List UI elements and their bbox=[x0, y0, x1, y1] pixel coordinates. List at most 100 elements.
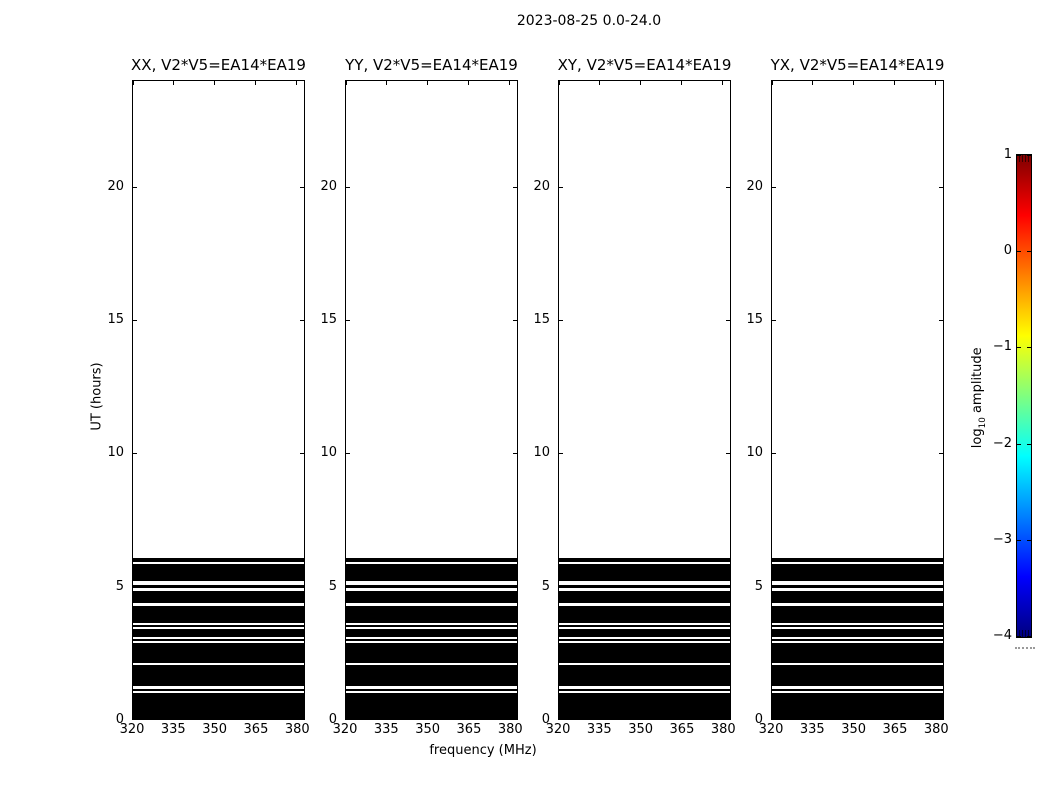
colorbar-tick-mark-right bbox=[1027, 443, 1031, 445]
x-tick-label: 365 bbox=[882, 722, 908, 737]
data-gap-row bbox=[133, 561, 304, 564]
colorbar-label-suffix: amplitude bbox=[970, 347, 986, 418]
y-tick-label: 0 bbox=[754, 712, 763, 727]
y-tick-mark-right bbox=[300, 585, 304, 587]
data-gap-row bbox=[559, 662, 730, 665]
colorbar-tick-label: −2 bbox=[992, 435, 1012, 451]
x-tick-mark-top bbox=[345, 81, 347, 85]
y-tick-label: 0 bbox=[541, 712, 550, 727]
data-gap-row bbox=[559, 690, 730, 693]
colorbar-label-prefix: log bbox=[970, 428, 986, 449]
colorbar-tick-mark-left bbox=[1017, 443, 1021, 445]
data-gap-row bbox=[133, 662, 304, 665]
y-tick-mark-left bbox=[772, 186, 776, 188]
data-gap-row bbox=[772, 662, 943, 665]
x-tick-label: 365 bbox=[669, 722, 695, 737]
panel-title: XX, V2*V5=EA14*EA19 bbox=[131, 56, 306, 74]
x-tick-label: 380 bbox=[923, 722, 949, 737]
colorbar-tick-mark-left bbox=[1017, 155, 1021, 156]
y-tick-label: 5 bbox=[754, 578, 763, 594]
data-gap-row bbox=[133, 690, 304, 693]
data-gap-row bbox=[346, 622, 517, 626]
panel-axes bbox=[132, 80, 305, 720]
y-tick-mark-left bbox=[772, 585, 776, 587]
y-tick-mark-left bbox=[346, 319, 350, 321]
data-gap-row bbox=[559, 622, 730, 626]
colorbar-tick-label: 0 bbox=[1003, 243, 1012, 259]
data-gap-row bbox=[133, 581, 304, 585]
x-tick-label: 350 bbox=[415, 722, 441, 737]
colorbar-tick-label: −4 bbox=[992, 628, 1012, 643]
colorbar-tick-mark-right bbox=[1027, 251, 1031, 253]
y-tick-mark-left bbox=[772, 718, 776, 720]
x-tick-label: 335 bbox=[799, 722, 825, 737]
colorbar-tick-label: −1 bbox=[992, 339, 1012, 355]
y-tick-mark-right bbox=[300, 319, 304, 321]
data-gap-row bbox=[346, 561, 517, 564]
data-gap-row bbox=[559, 603, 730, 607]
x-axis-label: frequency (MHz) bbox=[429, 743, 537, 758]
data-gap-row bbox=[772, 690, 943, 693]
data-gap-row bbox=[772, 636, 943, 640]
x-tick-mark-top bbox=[386, 81, 388, 85]
data-gap-row bbox=[772, 603, 943, 607]
data-gap-row bbox=[772, 622, 943, 626]
y-tick-mark-left bbox=[133, 585, 137, 587]
data-gap-row bbox=[559, 581, 730, 585]
x-tick-mark-top bbox=[255, 81, 257, 85]
y-tick-label: 15 bbox=[533, 312, 550, 327]
y-tick-label: 5 bbox=[328, 578, 337, 594]
y-tick-mark-left bbox=[133, 319, 137, 321]
x-tick-label: 365 bbox=[456, 722, 482, 737]
y-tick-label: 0 bbox=[328, 712, 337, 727]
x-tick-mark-top bbox=[599, 81, 601, 85]
colorbar-tick-label: 1 bbox=[1003, 147, 1012, 162]
y-tick-label: 20 bbox=[320, 178, 337, 194]
y-tick-label: 5 bbox=[541, 578, 550, 594]
data-gap-row bbox=[772, 581, 943, 585]
y-tick-mark-right bbox=[939, 186, 943, 188]
y-tick-mark-right bbox=[513, 718, 517, 720]
y-tick-label: 20 bbox=[533, 178, 550, 194]
data-gap-row bbox=[772, 626, 943, 629]
x-tick-label: 365 bbox=[243, 722, 269, 737]
y-tick-mark-left bbox=[559, 319, 563, 321]
x-tick-label: 320 bbox=[545, 722, 571, 737]
colorbar-tick-mark-right bbox=[1027, 539, 1031, 541]
panel-axes bbox=[345, 80, 518, 720]
figure-title: 2023-08-25 0.0-24.0 bbox=[516, 13, 662, 29]
y-tick-mark-left bbox=[772, 319, 776, 321]
data-gap-row bbox=[133, 603, 304, 607]
y-tick-mark-left bbox=[559, 585, 563, 587]
y-tick-mark-right bbox=[726, 718, 730, 720]
data-gap-row bbox=[772, 641, 943, 644]
y-tick-mark-left bbox=[772, 452, 776, 454]
data-gap-row bbox=[346, 686, 517, 689]
colorbar-tick-mark-left bbox=[1017, 347, 1021, 349]
y-tick-mark-right bbox=[939, 585, 943, 587]
data-gap-row bbox=[346, 603, 517, 607]
panel-axes bbox=[558, 80, 731, 720]
y-tick-mark-left bbox=[346, 718, 350, 720]
colorbar-bottom-hatch bbox=[1019, 630, 1030, 637]
data-gap-row bbox=[133, 626, 304, 629]
y-tick-mark-right bbox=[939, 319, 943, 321]
x-tick-mark-top bbox=[681, 81, 683, 85]
y-tick-mark-right bbox=[513, 585, 517, 587]
y-tick-mark-right bbox=[300, 186, 304, 188]
data-gap-row bbox=[559, 686, 730, 689]
x-tick-label: 320 bbox=[758, 722, 784, 737]
panel-title: XY, V2*V5=EA14*EA19 bbox=[557, 56, 732, 74]
data-gap-row bbox=[559, 561, 730, 564]
x-tick-mark-top bbox=[427, 81, 429, 85]
x-tick-label: 320 bbox=[332, 722, 358, 737]
x-tick-mark-top bbox=[558, 81, 560, 85]
x-tick-mark-top bbox=[295, 81, 297, 85]
colorbar-label: log10 amplitude bbox=[970, 328, 988, 468]
y-tick-mark-right bbox=[726, 452, 730, 454]
y-tick-mark-left bbox=[133, 718, 137, 720]
x-tick-mark-top bbox=[508, 81, 510, 85]
y-tick-mark-left bbox=[346, 186, 350, 188]
y-tick-mark-right bbox=[939, 452, 943, 454]
